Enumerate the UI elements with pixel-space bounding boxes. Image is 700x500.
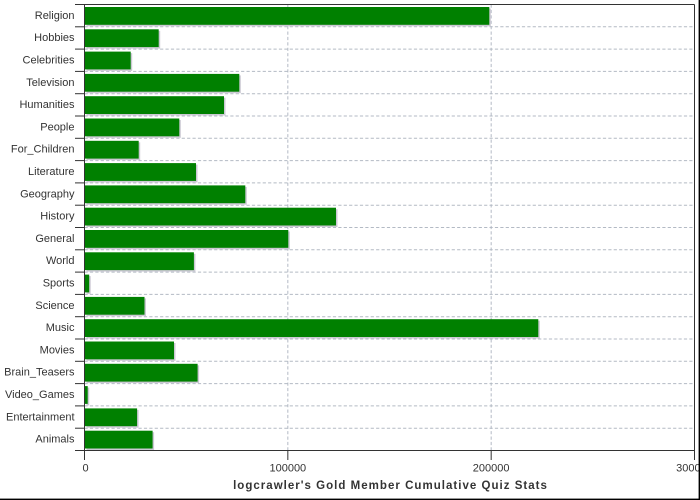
svg-text:Geography: Geography (20, 188, 75, 200)
svg-text:Video_Games: Video_Games (5, 389, 75, 401)
svg-text:Animals: Animals (35, 434, 75, 446)
svg-text:Science: Science (35, 300, 74, 312)
svg-text:History: History (40, 211, 75, 223)
svg-text:For_Children: For_Children (11, 144, 75, 156)
svg-text:logcrawler's Gold Member Cumul: logcrawler's Gold Member Cumulative Quiz… (233, 480, 548, 492)
svg-text:Literature: Literature (28, 166, 74, 178)
svg-text:Sports: Sports (43, 277, 75, 289)
svg-text:General: General (35, 233, 74, 245)
svg-text:World: World (46, 255, 75, 267)
svg-text:Hobbies: Hobbies (34, 32, 75, 44)
svg-text:300000: 300000 (676, 463, 700, 475)
svg-text:Television: Television (26, 77, 74, 89)
svg-text:Humanities: Humanities (19, 99, 75, 111)
svg-text:Music: Music (46, 322, 75, 334)
svg-text:Religion: Religion (35, 10, 75, 22)
svg-text:Celebrities: Celebrities (23, 54, 75, 66)
svg-text:People: People (40, 121, 74, 133)
svg-text:Brain_Teasers: Brain_Teasers (4, 367, 75, 379)
svg-text:Entertainment: Entertainment (6, 411, 74, 423)
svg-text:Movies: Movies (40, 344, 75, 356)
svg-text:0: 0 (82, 463, 88, 475)
svg-text:100000: 100000 (269, 463, 306, 475)
svg-text:200000: 200000 (473, 463, 510, 475)
